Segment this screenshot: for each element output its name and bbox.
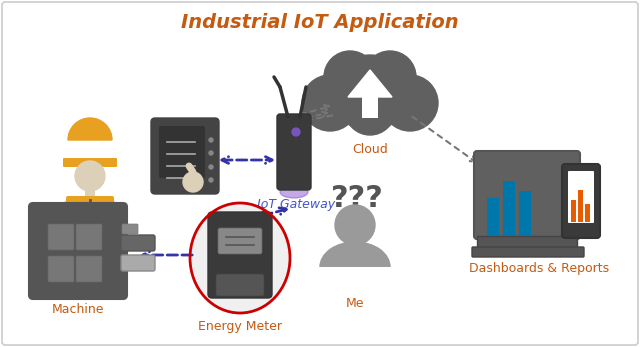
FancyBboxPatch shape bbox=[122, 224, 138, 234]
Ellipse shape bbox=[191, 204, 289, 312]
FancyBboxPatch shape bbox=[519, 191, 531, 236]
FancyBboxPatch shape bbox=[208, 212, 272, 298]
FancyBboxPatch shape bbox=[487, 198, 499, 236]
FancyBboxPatch shape bbox=[568, 171, 594, 223]
FancyBboxPatch shape bbox=[218, 228, 262, 254]
FancyBboxPatch shape bbox=[85, 190, 95, 198]
Circle shape bbox=[302, 75, 358, 131]
Circle shape bbox=[209, 165, 213, 169]
FancyBboxPatch shape bbox=[216, 274, 264, 296]
Ellipse shape bbox=[320, 242, 390, 292]
FancyBboxPatch shape bbox=[362, 90, 378, 118]
Text: IoT Gateway: IoT Gateway bbox=[257, 198, 335, 211]
Circle shape bbox=[364, 51, 416, 103]
Circle shape bbox=[209, 151, 213, 155]
Text: Cloud: Cloud bbox=[352, 143, 388, 156]
FancyBboxPatch shape bbox=[66, 196, 114, 238]
Circle shape bbox=[292, 128, 300, 136]
FancyBboxPatch shape bbox=[63, 158, 117, 167]
FancyBboxPatch shape bbox=[474, 151, 580, 239]
FancyBboxPatch shape bbox=[571, 200, 576, 222]
FancyBboxPatch shape bbox=[562, 164, 600, 238]
FancyBboxPatch shape bbox=[477, 236, 577, 248]
Text: Dashboards & Reports: Dashboards & Reports bbox=[469, 262, 609, 275]
FancyBboxPatch shape bbox=[76, 224, 102, 250]
FancyBboxPatch shape bbox=[48, 256, 74, 282]
FancyBboxPatch shape bbox=[76, 256, 102, 282]
Text: Machine: Machine bbox=[52, 303, 104, 316]
FancyBboxPatch shape bbox=[159, 126, 205, 178]
FancyBboxPatch shape bbox=[151, 118, 219, 194]
Circle shape bbox=[209, 138, 213, 142]
FancyBboxPatch shape bbox=[585, 204, 590, 222]
FancyBboxPatch shape bbox=[315, 267, 395, 297]
Polygon shape bbox=[348, 70, 392, 97]
Circle shape bbox=[335, 205, 375, 245]
FancyBboxPatch shape bbox=[121, 255, 155, 271]
Circle shape bbox=[183, 172, 203, 192]
Text: Energy Meter: Energy Meter bbox=[198, 320, 282, 333]
Wedge shape bbox=[68, 118, 112, 140]
Circle shape bbox=[209, 178, 213, 182]
Circle shape bbox=[345, 85, 395, 135]
Ellipse shape bbox=[280, 186, 308, 198]
FancyBboxPatch shape bbox=[48, 224, 74, 250]
Text: Operator: Operator bbox=[62, 250, 118, 263]
Circle shape bbox=[382, 75, 438, 131]
Circle shape bbox=[75, 161, 105, 191]
Text: Me: Me bbox=[346, 297, 364, 310]
FancyBboxPatch shape bbox=[503, 181, 515, 236]
Text: Industrial IoT Application: Industrial IoT Application bbox=[181, 12, 459, 32]
Circle shape bbox=[332, 55, 408, 131]
FancyBboxPatch shape bbox=[29, 203, 127, 299]
Text: ???: ??? bbox=[331, 184, 383, 212]
FancyBboxPatch shape bbox=[472, 247, 584, 257]
FancyBboxPatch shape bbox=[121, 235, 155, 251]
FancyBboxPatch shape bbox=[578, 190, 583, 222]
FancyBboxPatch shape bbox=[277, 114, 311, 190]
Circle shape bbox=[324, 51, 376, 103]
